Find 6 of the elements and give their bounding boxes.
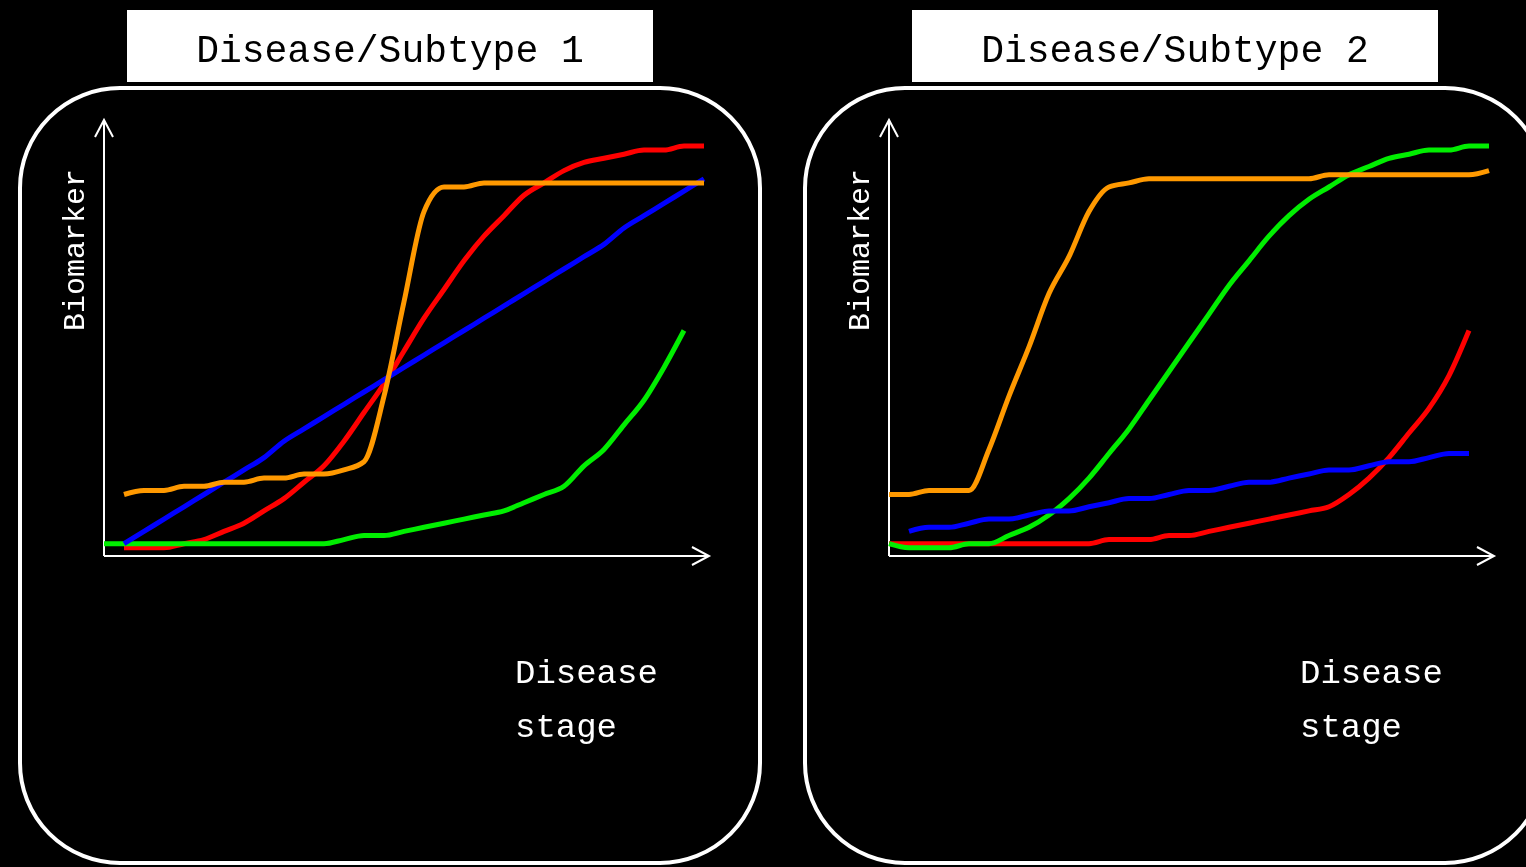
chart-title: Disease/Subtype 1 [196,30,584,73]
x-axis-title: Disease stage [1300,655,1443,747]
chart-title: Disease/Subtype 2 [981,30,1369,73]
y-axis-title: Biomarker [59,168,93,332]
y-axis-title: Biomarker [844,168,878,332]
x-axis-title: Disease stage [515,655,658,747]
